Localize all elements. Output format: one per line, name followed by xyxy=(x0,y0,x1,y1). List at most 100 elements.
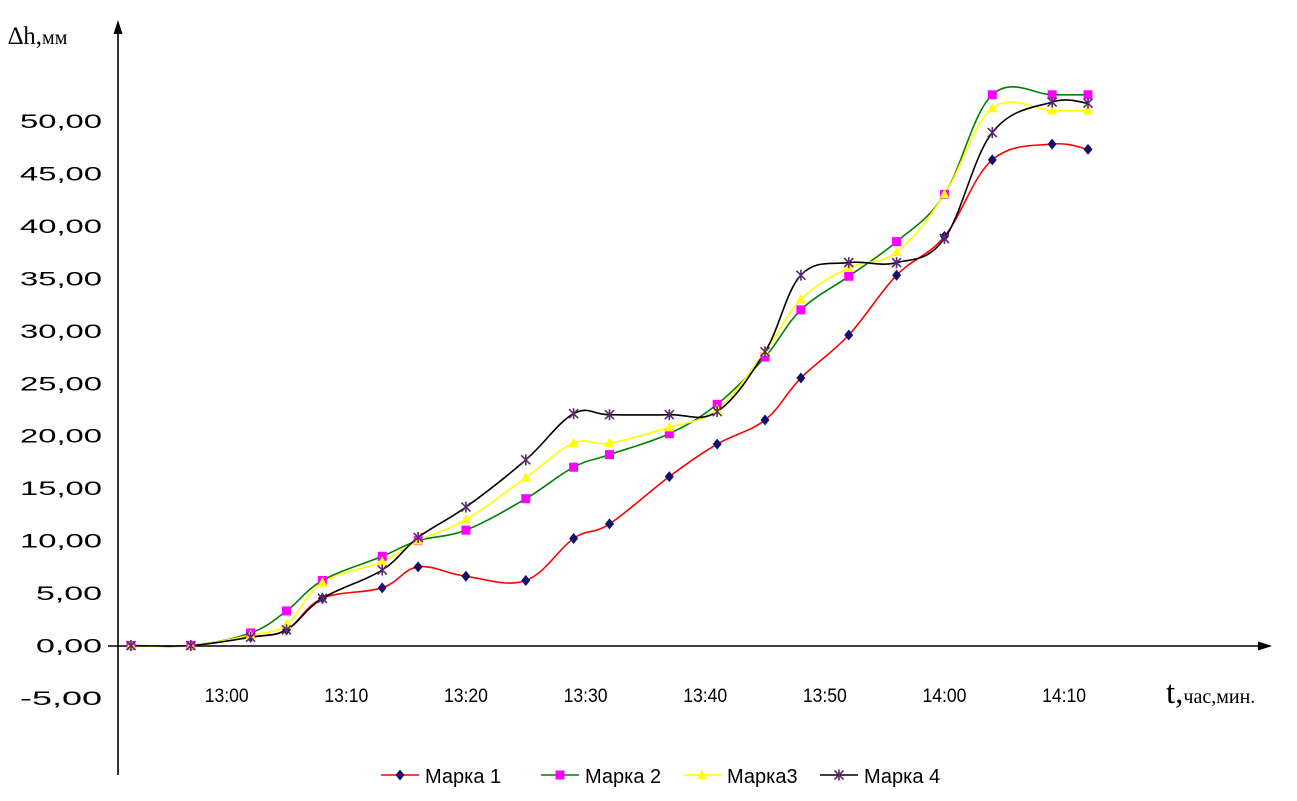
data-point-star xyxy=(759,346,771,358)
data-point-diamond xyxy=(395,769,405,781)
data-point-star xyxy=(833,769,845,781)
x-tick-label: 13:40 xyxy=(683,686,727,707)
y-tick-label: 15,00 xyxy=(20,479,102,500)
x-axis-title-main: t, xyxy=(1166,675,1183,711)
data-point-star xyxy=(604,409,615,421)
data-point-star xyxy=(317,592,328,604)
data-point-star xyxy=(1047,96,1058,108)
y-tick-label: 0,00 xyxy=(36,637,102,658)
x-axis-title-unit: час,мин. xyxy=(1183,686,1255,708)
data-point-star xyxy=(520,454,531,466)
y-tick-label: 5,00 xyxy=(36,584,102,605)
data-point-triangle xyxy=(377,556,388,566)
data-point-square xyxy=(569,462,579,472)
data-point-diamond xyxy=(664,471,674,483)
data-point-star xyxy=(413,531,424,543)
x-tick-label: 13:30 xyxy=(564,686,608,707)
legend-label: Марка3 xyxy=(727,766,798,788)
data-point-triangle xyxy=(520,472,531,482)
y-axis-title-unit: мм xyxy=(42,27,68,49)
data-point-star xyxy=(1082,97,1094,109)
data-point-triangle xyxy=(1083,105,1093,115)
data-point-triangle xyxy=(317,577,328,587)
data-point-triangle xyxy=(568,437,579,448)
data-point-square xyxy=(844,271,854,281)
data-point-diamond xyxy=(844,329,854,341)
legend-item: Марка 4 xyxy=(820,766,940,788)
x-tick-label: 13:50 xyxy=(803,686,847,707)
data-point-triangle xyxy=(1047,105,1058,115)
y-tick-label: 30,00 xyxy=(20,322,102,343)
x-tick-label: 13:20 xyxy=(444,686,488,707)
data-point-diamond xyxy=(1047,138,1057,150)
y-axis-ticks: -5,00 0,00 5,00 10,00 15,00 20,00 25,00 30,00 35… xyxy=(20,112,102,710)
data-point-star xyxy=(712,406,723,418)
data-point-square xyxy=(1083,90,1093,100)
data-point-star xyxy=(568,408,579,420)
data-point-triangle xyxy=(460,514,471,524)
y-tick-label: 50,00 xyxy=(20,112,102,133)
data-point-diamond xyxy=(892,269,902,281)
legend-label: Марка 4 xyxy=(864,766,940,788)
series-line-3 xyxy=(130,101,1089,648)
data-point-triangle xyxy=(604,437,615,448)
data-point-star xyxy=(281,624,292,636)
data-point-star xyxy=(185,640,196,652)
data-point-diamond xyxy=(605,518,614,530)
data-point-star xyxy=(664,409,675,421)
legend: Марка 1 Марка 2 Марка3 Марка 4 xyxy=(381,766,940,788)
data-point-diamond xyxy=(461,570,471,582)
data-point-star xyxy=(460,501,472,513)
x-tick-label: 14:10 xyxy=(1042,686,1086,707)
legend-item: Марка 2 xyxy=(541,766,661,788)
data-point-square xyxy=(521,494,531,504)
y-tick-label: -5,00 xyxy=(20,689,102,710)
data-point-diamond xyxy=(760,414,770,426)
data-point-triangle xyxy=(939,188,950,199)
data-point-square xyxy=(461,525,471,535)
x-axis-arrow xyxy=(1258,641,1272,651)
data-point-star xyxy=(939,232,950,244)
legend-item: Марка3 xyxy=(683,766,798,788)
y-axis-title: ∆h,мм xyxy=(8,23,68,50)
series-line-1 xyxy=(130,142,1089,648)
y-axis-title-main: ∆h, xyxy=(8,23,42,50)
data-point-diamond xyxy=(569,533,579,545)
data-point-diamond xyxy=(521,575,531,587)
y-tick-label: 35,00 xyxy=(20,269,102,290)
y-tick-label: 20,00 xyxy=(20,427,102,448)
y-tick-label: 45,00 xyxy=(20,164,102,185)
x-axis-title: t,час,мин. xyxy=(1166,675,1255,711)
data-point-square xyxy=(892,237,902,247)
data-point-square xyxy=(1047,90,1057,100)
data-point-triangle xyxy=(891,246,902,257)
data-point-diamond xyxy=(987,154,997,166)
data-point-star xyxy=(125,640,137,652)
data-point-star xyxy=(245,631,256,643)
data-point-diamond xyxy=(413,561,423,573)
data-point-triangle xyxy=(987,102,998,113)
data-point-star xyxy=(377,564,388,576)
series-markers xyxy=(125,90,1094,652)
data-point-triangle xyxy=(664,421,675,432)
x-axis-ticks: 13:00 13:10 13:20 13:30 13:40 13:50 14:00 14:10 xyxy=(205,686,1086,707)
data-point-triangle xyxy=(697,769,707,779)
data-point-square xyxy=(605,450,614,460)
axes xyxy=(108,20,1272,775)
legend-label: Марка 1 xyxy=(425,766,501,788)
data-point-star xyxy=(891,257,902,269)
data-point-diamond xyxy=(712,438,722,450)
data-point-diamond xyxy=(377,582,387,594)
x-tick-label: 13:00 xyxy=(205,686,249,707)
series-line-2 xyxy=(130,86,1088,648)
series-line-4 xyxy=(130,99,1089,648)
y-tick-label: 40,00 xyxy=(20,217,102,238)
y-tick-label: 10,00 xyxy=(20,532,102,553)
data-point-square xyxy=(987,90,997,100)
data-point-triangle xyxy=(795,293,806,304)
data-point-diamond xyxy=(1083,143,1093,155)
x-tick-label: 13:10 xyxy=(324,686,368,707)
x-tick-label: 14:00 xyxy=(922,686,966,707)
data-point-square xyxy=(796,305,806,315)
